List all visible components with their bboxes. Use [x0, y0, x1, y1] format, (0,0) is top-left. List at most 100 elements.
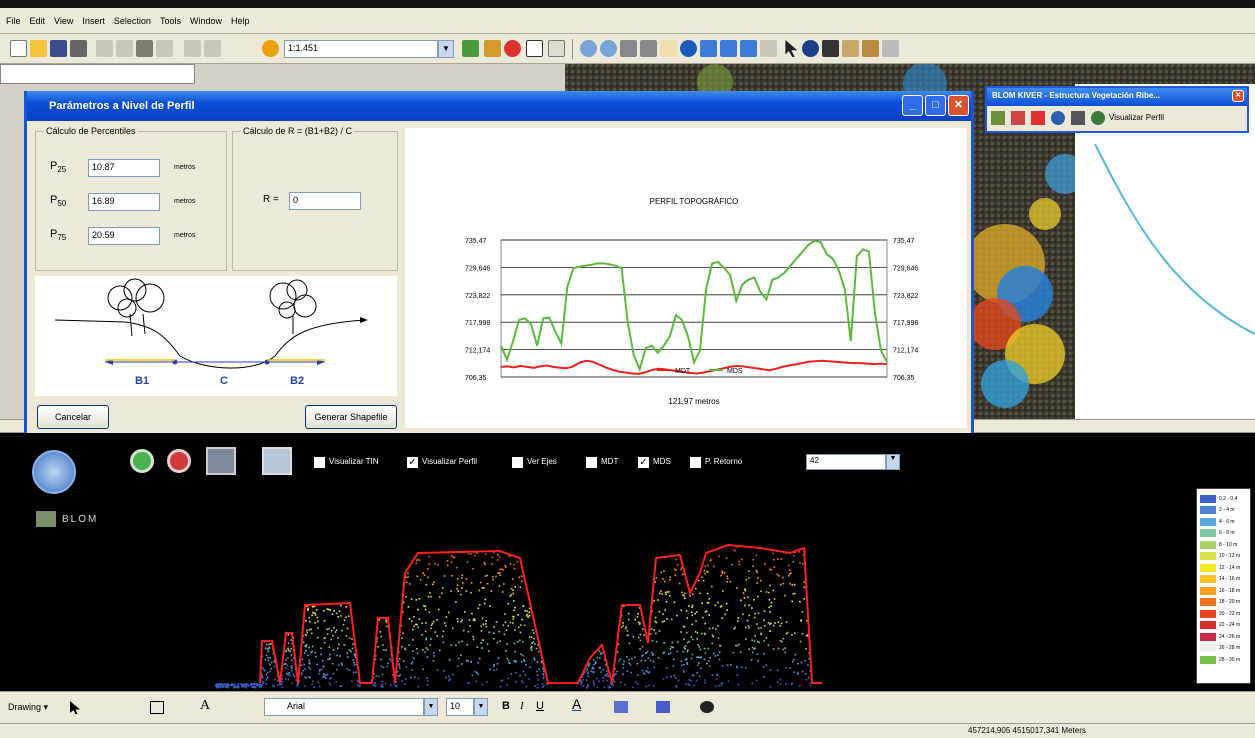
layer-tool-icon[interactable] [991, 111, 1005, 125]
menu-edit[interactable]: Edit [29, 15, 46, 26]
close-button[interactable]: ✕ [948, 95, 969, 116]
legend-row: 12 - 14 m [1200, 562, 1247, 574]
menu-selection[interactable]: Selection [113, 15, 151, 26]
editor-icon[interactable] [462, 40, 479, 57]
zoom-in-icon[interactable] [580, 40, 597, 57]
clear-selection-icon[interactable] [760, 40, 777, 57]
fixed-zoom-out-icon[interactable] [640, 40, 657, 57]
scale-combobox[interactable]: 1:1.451 [284, 40, 438, 58]
visualize-profile-label[interactable]: Visualizar Perfil [1109, 113, 1164, 122]
dialog-title-bar[interactable]: Parámetros a Nivel de Perfil _ □ ✕ [27, 91, 971, 121]
visualize-tin-checkbox[interactable] [314, 457, 325, 468]
open-folder-icon[interactable] [30, 40, 47, 57]
catalog-icon[interactable] [504, 40, 521, 57]
screenshot-icon[interactable] [262, 447, 292, 475]
menu-tools[interactable]: Tools [159, 15, 181, 26]
point-size-combobox[interactable]: 42 [806, 454, 886, 470]
first-return-checkbox[interactable] [690, 457, 701, 468]
font-name-dropdown[interactable]: ▼ [424, 698, 438, 716]
menu-file[interactable]: File [6, 15, 21, 26]
paste-icon[interactable] [136, 40, 153, 57]
font-size-combobox[interactable]: 10 [446, 698, 474, 716]
undo-icon[interactable] [184, 40, 201, 57]
redo-icon[interactable] [204, 40, 221, 57]
font-name-combobox[interactable]: Arial [264, 698, 424, 716]
p75-input[interactable]: 20.59 [88, 227, 160, 245]
mds-checkbox[interactable]: ✓ [638, 457, 649, 468]
new-document-icon[interactable] [10, 40, 27, 57]
zoom-in-3d-icon[interactable] [130, 449, 154, 473]
point-size-dropdown-button[interactable]: ▼ [886, 454, 900, 470]
pencil-icon[interactable] [882, 40, 899, 57]
profile-line-icon[interactable] [1011, 111, 1025, 125]
r-label: R = [263, 194, 279, 205]
standard-toolbar: 1:1.451 ▼ [0, 34, 1255, 64]
zoom-out-icon[interactable] [600, 40, 617, 57]
line-color-icon[interactable] [656, 701, 670, 713]
legend-label: 6 - 8 m [1219, 530, 1235, 537]
print-icon[interactable] [70, 40, 87, 57]
rectangle-tool-icon[interactable] [150, 701, 164, 714]
edit-tool-icon[interactable] [1071, 111, 1085, 125]
fill-color-icon[interactable] [614, 701, 628, 713]
blom-close-button[interactable]: ✕ [1232, 90, 1244, 102]
fixed-zoom-in-icon[interactable] [620, 40, 637, 57]
bold-button[interactable]: B [502, 700, 510, 712]
underline-button[interactable]: U [536, 700, 544, 712]
font-size-dropdown[interactable]: ▼ [474, 698, 488, 716]
select-elements-icon[interactable] [70, 701, 80, 714]
view-preset-icon[interactable] [206, 447, 236, 475]
menu-window[interactable]: Window [189, 15, 222, 26]
point-cloud-render[interactable] [0, 533, 1255, 691]
save-icon[interactable] [50, 40, 67, 57]
visualize-tin-label: Visualizar TIN [329, 457, 379, 466]
legend-swatch [1200, 586, 1216, 595]
italic-button[interactable]: I [520, 700, 524, 712]
menu-help[interactable]: Help [230, 15, 250, 26]
back-extent-icon[interactable] [700, 40, 717, 57]
zoom-out-3d-icon[interactable] [167, 449, 191, 473]
show-axes-checkbox[interactable] [512, 457, 523, 468]
minimize-button[interactable]: _ [902, 95, 923, 116]
navigation-compass-icon[interactable] [32, 450, 76, 494]
delete-icon[interactable] [156, 40, 173, 57]
measure-icon[interactable] [842, 40, 859, 57]
whats-this-icon[interactable] [548, 40, 565, 57]
mdt-checkbox[interactable] [586, 457, 597, 468]
drawing-menu[interactable]: Drawing ▾ [8, 702, 49, 712]
y-tick-label-left: 712,174 [465, 348, 490, 355]
visualize-profile-icon[interactable] [1091, 111, 1105, 125]
select-pointer-icon[interactable] [785, 40, 798, 57]
marker-color-icon[interactable] [700, 701, 714, 713]
menu-insert[interactable]: Insert [82, 15, 105, 26]
font-color-icon[interactable]: A [572, 696, 582, 712]
arc-toolbox-icon[interactable] [484, 40, 501, 57]
visualize-profile-checkbox[interactable]: ✓ [407, 457, 418, 468]
hyperlink-icon[interactable] [862, 40, 879, 57]
menu-view[interactable]: View [54, 15, 74, 26]
p50-input[interactable]: 16.89 [88, 193, 160, 211]
visualize-profile-label-3d: Visualizar Perfil [422, 457, 477, 466]
full-extent-icon[interactable] [680, 40, 697, 57]
new-text-icon[interactable]: A [200, 698, 211, 713]
generate-shapefile-button[interactable]: Generar Shapefile [305, 405, 397, 429]
profile-chart-area: PERFIL TOPOGRÁFICO 735,47 735,47 729,646 729… [405, 128, 967, 428]
add-data-icon[interactable] [262, 40, 279, 57]
r-input[interactable]: 0 [289, 192, 361, 210]
legend-row: 28 - 30 m [1200, 654, 1247, 666]
blom-kiver-title[interactable]: BLOM KIVER - Estructura Vegetación Ribe.… [987, 88, 1247, 106]
p25-input[interactable]: 10.87 [88, 159, 160, 177]
copy-icon[interactable] [116, 40, 133, 57]
cross-section-icon[interactable] [1031, 111, 1045, 125]
select-features-icon[interactable] [740, 40, 757, 57]
cut-icon[interactable] [96, 40, 113, 57]
scale-dropdown-button[interactable]: ▼ [438, 40, 454, 58]
pan-hand-icon[interactable] [660, 40, 677, 57]
cancel-button[interactable]: Cancelar [37, 405, 109, 429]
find-binoculars-icon[interactable] [822, 40, 839, 57]
maximize-button[interactable]: □ [925, 95, 946, 116]
points-icon[interactable] [1051, 111, 1065, 125]
identify-icon[interactable] [802, 40, 819, 57]
window-icon[interactable] [526, 40, 543, 57]
forward-extent-icon[interactable] [720, 40, 737, 57]
